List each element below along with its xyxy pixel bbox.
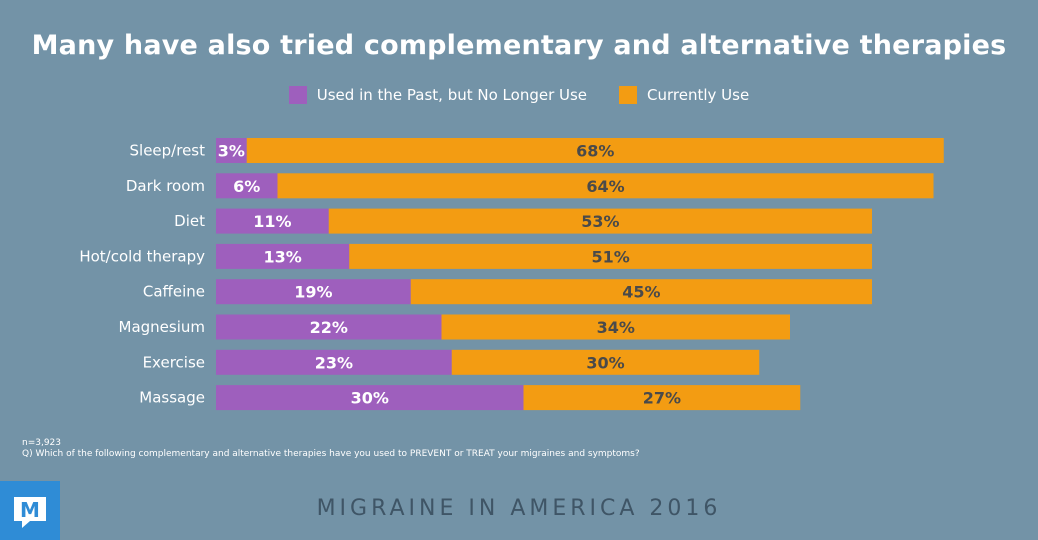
- bar-past: [216, 243, 350, 269]
- data-label-past: 30%: [351, 389, 389, 408]
- bar-current: [349, 243, 872, 269]
- data-label-current: 27%: [643, 389, 681, 408]
- legend-item-past: Used in the Past, but No Longer Use: [288, 86, 588, 104]
- bar-current: [451, 349, 760, 375]
- sample-size: n=3,923: [22, 438, 62, 448]
- data-label-past: 23%: [315, 353, 353, 372]
- data-label-current: 53%: [581, 212, 619, 231]
- bar-current: [410, 279, 872, 305]
- data-label-current: 51%: [591, 247, 629, 266]
- bar-past: [216, 279, 411, 305]
- bar-past: [216, 349, 452, 375]
- data-label-past: 19%: [294, 283, 332, 302]
- survey-question: Q) Which of the following complementary …: [22, 449, 640, 459]
- bar-current: [246, 138, 944, 163]
- bar-current: [277, 173, 934, 199]
- footer-title: MIGRAINE IN AMERICA 2016: [316, 496, 722, 521]
- legend-label-current: Currently Use: [647, 86, 750, 104]
- data-label-past: 11%: [253, 212, 291, 231]
- category-label: Diet: [174, 212, 205, 230]
- legend-item-current: Currently Use: [619, 86, 749, 104]
- bar-current: [328, 208, 872, 234]
- data-label-past: 3%: [218, 142, 245, 161]
- bar-past: [216, 138, 247, 163]
- logo-letter: M: [20, 498, 40, 522]
- m-logo-icon: M: [14, 496, 46, 528]
- data-label-past: 22%: [310, 318, 348, 337]
- data-label-past: 6%: [233, 177, 260, 196]
- bar-current: [441, 314, 790, 340]
- category-label: Massage: [139, 389, 205, 407]
- data-label-current: 64%: [586, 177, 624, 196]
- data-label-current: 34%: [597, 318, 635, 337]
- bar-past: [216, 208, 329, 234]
- bar-past: [216, 385, 524, 411]
- legend-swatch-past: [288, 86, 307, 104]
- category-label: Caffeine: [143, 283, 205, 301]
- chart-title: Many have also tried complementary and a…: [31, 30, 1007, 61]
- data-label-current: 68%: [576, 142, 614, 161]
- legend-swatch-current: [619, 86, 638, 104]
- data-label-current: 45%: [622, 283, 660, 302]
- category-label: Dark room: [126, 177, 205, 195]
- bar-current: [523, 385, 801, 411]
- data-label-past: 13%: [263, 247, 301, 266]
- data-label-current: 30%: [586, 353, 624, 372]
- footnote: n=3,923 Q) Which of the following comple…: [22, 438, 640, 460]
- brand-logo: M: [0, 481, 60, 540]
- category-label: Hot/cold therapy: [79, 247, 205, 265]
- legend-label-past: Used in the Past, but No Longer Use: [316, 86, 588, 104]
- legend: Used in the Past, but No Longer Use Curr…: [0, 86, 1038, 104]
- bar-past: [216, 314, 442, 340]
- bar-past: [216, 173, 278, 199]
- category-label: Sleep/rest: [130, 142, 206, 160]
- category-label: Magnesium: [119, 318, 206, 336]
- category-label: Exercise: [143, 353, 205, 371]
